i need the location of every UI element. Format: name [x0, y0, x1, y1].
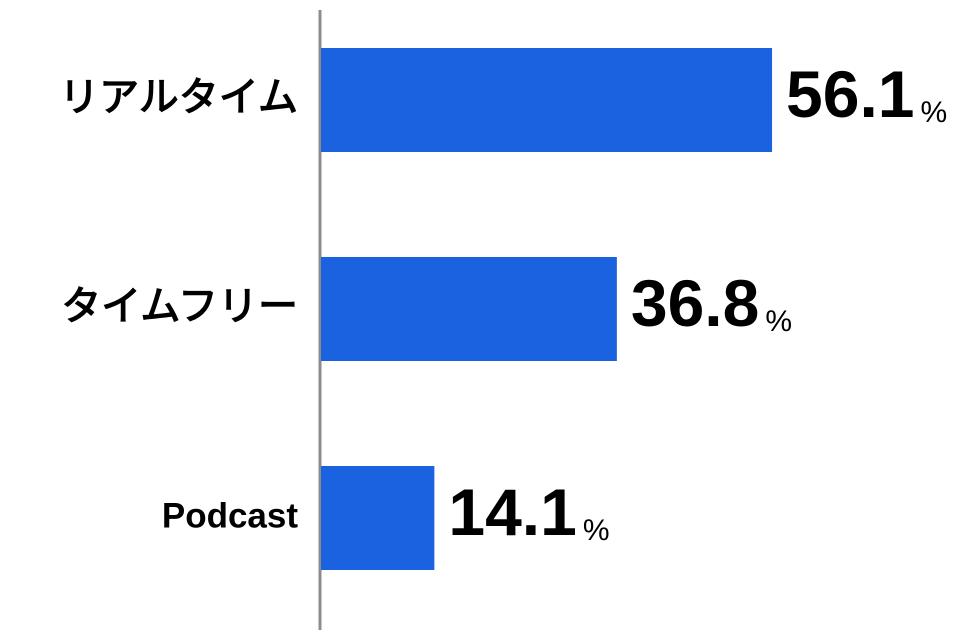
bar — [321, 257, 617, 361]
value-label: 56.1% — [786, 57, 947, 131]
value-number: 36.8 — [631, 266, 759, 340]
value-unit: % — [921, 96, 948, 129]
category-label: リアルタイム — [59, 76, 298, 120]
value-unit: % — [765, 305, 792, 338]
value-label: 36.8% — [631, 266, 792, 340]
value-number: 56.1 — [786, 57, 914, 131]
value-unit: % — [583, 514, 610, 547]
category-label: タイムフリー — [61, 285, 298, 329]
value-number: 14.1 — [448, 475, 576, 549]
category-label: Podcast — [162, 496, 298, 535]
value-label: 14.1% — [448, 475, 609, 549]
bar — [321, 48, 773, 152]
bar — [321, 466, 435, 570]
